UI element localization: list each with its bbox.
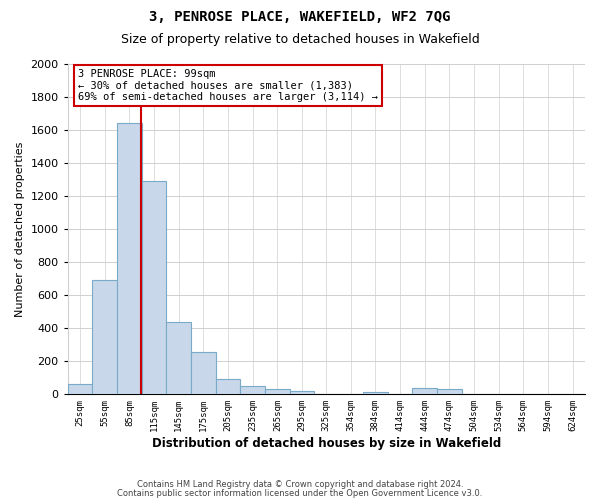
Bar — [216, 380, 241, 394]
Text: 3, PENROSE PLACE, WAKEFIELD, WF2 7QG: 3, PENROSE PLACE, WAKEFIELD, WF2 7QG — [149, 10, 451, 24]
Bar — [265, 390, 290, 394]
Bar — [142, 182, 166, 394]
Bar — [363, 392, 388, 394]
X-axis label: Distribution of detached houses by size in Wakefield: Distribution of detached houses by size … — [152, 437, 501, 450]
Bar — [412, 388, 437, 394]
Bar — [437, 390, 461, 394]
Bar — [241, 386, 265, 394]
Bar — [117, 124, 142, 394]
Bar — [290, 391, 314, 394]
Text: Contains HM Land Registry data © Crown copyright and database right 2024.: Contains HM Land Registry data © Crown c… — [137, 480, 463, 489]
Text: 3 PENROSE PLACE: 99sqm
← 30% of detached houses are smaller (1,383)
69% of semi-: 3 PENROSE PLACE: 99sqm ← 30% of detached… — [78, 69, 378, 102]
Bar — [68, 384, 92, 394]
Y-axis label: Number of detached properties: Number of detached properties — [15, 142, 25, 317]
Text: Contains public sector information licensed under the Open Government Licence v3: Contains public sector information licen… — [118, 488, 482, 498]
Bar — [92, 280, 117, 394]
Bar — [191, 352, 216, 395]
Bar — [166, 322, 191, 394]
Text: Size of property relative to detached houses in Wakefield: Size of property relative to detached ho… — [121, 32, 479, 46]
